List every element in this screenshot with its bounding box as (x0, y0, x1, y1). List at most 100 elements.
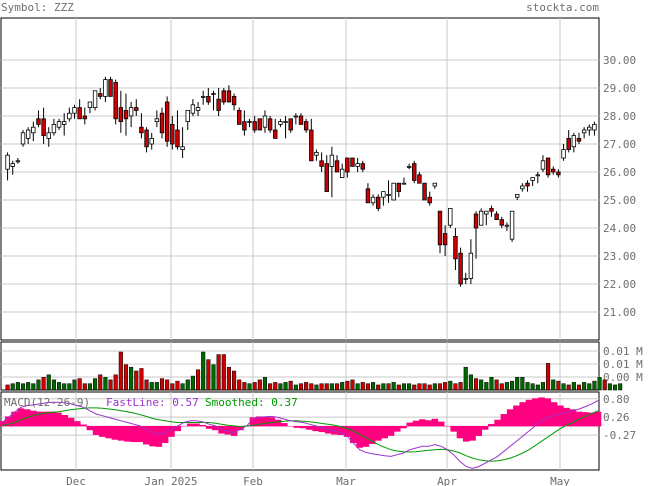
candle-body (273, 129, 278, 139)
volume-bar (304, 382, 309, 391)
macd-histogram-bar (174, 425, 181, 432)
candle-body (164, 101, 170, 142)
volume-bar (448, 380, 453, 391)
volume-bar (407, 383, 412, 391)
macd-histogram-bar (161, 425, 169, 444)
candle-body (293, 115, 299, 118)
candle-body (406, 165, 412, 168)
volume-bar (571, 382, 576, 391)
macd-histogram-bar (136, 425, 144, 443)
macd-histogram-bar (92, 425, 100, 435)
volume-bar (381, 383, 386, 391)
price-tick-label: 25.00 (603, 194, 636, 207)
volume-bar (576, 384, 582, 391)
volume-bar (62, 383, 67, 391)
macd-histogram-bar (406, 422, 414, 427)
candle-body (509, 210, 515, 240)
candle-body (123, 110, 129, 120)
candle-body (195, 107, 201, 111)
candle-body (566, 137, 571, 150)
volume-bar (242, 382, 247, 391)
volume-bar (51, 379, 56, 391)
price-tick-label: 28.00 (603, 110, 636, 123)
candle-body (576, 137, 582, 142)
volume-bar (417, 383, 422, 391)
macd-histogram-bar (356, 425, 363, 448)
macd-panel: 0.80 0.26 -0.27 MACD(12-26-9) FastLine: 0.57… (0, 391, 636, 471)
volume-bar (365, 383, 370, 391)
volume-bar (350, 379, 355, 391)
candle-body (144, 129, 149, 148)
candle-body (376, 196, 381, 209)
candle-body (237, 110, 242, 125)
price-tick-label: 21.00 (603, 306, 636, 319)
volume-bar (93, 378, 98, 391)
volume-bar (391, 382, 396, 391)
macd-histogram-bar (519, 402, 527, 427)
macd-histogram-bar (105, 425, 112, 439)
candle-body (211, 93, 216, 95)
candle-body (427, 196, 432, 204)
volume-bar (386, 383, 391, 391)
volume-bar (257, 379, 262, 391)
volume-bar (201, 351, 206, 391)
macd-histogram-bar (212, 425, 219, 431)
volume-bar (504, 382, 509, 391)
candle-body (381, 191, 386, 198)
volume-bar (582, 382, 587, 391)
macd-histogram-bar (525, 399, 533, 427)
volume-bar (324, 383, 329, 391)
volume-bar (185, 379, 190, 391)
x-tick-label: Apr (437, 475, 457, 486)
macd-histogram-bar (531, 398, 539, 427)
candle-body (206, 96, 211, 103)
macd-histogram-bar (569, 409, 577, 427)
macd-histogram-bar (274, 419, 282, 427)
volume-bar (87, 383, 92, 391)
macd-histogram-bar (168, 425, 175, 437)
candle-body (489, 207, 494, 212)
x-tick-label: Mar (336, 475, 356, 486)
candle-body (556, 171, 561, 176)
volume-bar (57, 382, 62, 391)
candle-body (15, 160, 21, 163)
volume-bar (309, 383, 314, 391)
macd-histogram-bar (73, 421, 81, 427)
candle-body (159, 112, 165, 134)
candle-body (5, 154, 10, 170)
candle-body (396, 182, 402, 192)
volume-bar (540, 382, 545, 391)
candle-body (283, 121, 288, 123)
macd-histogram-bar (268, 417, 276, 427)
volume-tick-label: 0.00 M (603, 371, 643, 384)
x-tick-label: Dec (66, 475, 86, 486)
candle-body (303, 121, 309, 131)
candle-body (56, 121, 62, 128)
candle-body (468, 252, 474, 279)
candle-body (401, 182, 407, 185)
volume-bar (221, 354, 226, 391)
macd-histogram-bar (130, 425, 138, 443)
candle-body (87, 101, 93, 108)
macd-histogram-bar (563, 407, 570, 427)
candle-body (128, 107, 134, 117)
volume-bar (31, 383, 36, 391)
candle-body (334, 160, 340, 173)
volume-bar (15, 382, 20, 391)
candle-body (247, 121, 252, 123)
macd-histogram-bar (299, 425, 307, 429)
volume-bar (520, 377, 525, 391)
candle-body (77, 107, 82, 120)
price-tick-label: 22.00 (603, 278, 636, 291)
macd-histogram-bar (17, 408, 25, 427)
volume-bar (108, 379, 113, 391)
candle-body (412, 163, 417, 181)
macd-histogram-bar (67, 417, 75, 427)
candle-body (561, 149, 566, 159)
candle-body (386, 193, 391, 196)
smoothed-legend: Smoothed: 0.37 (205, 396, 298, 409)
macd-histogram-bar (124, 425, 131, 442)
candle-body (324, 163, 329, 193)
volume-bar (551, 379, 556, 391)
candle-body (108, 79, 113, 97)
